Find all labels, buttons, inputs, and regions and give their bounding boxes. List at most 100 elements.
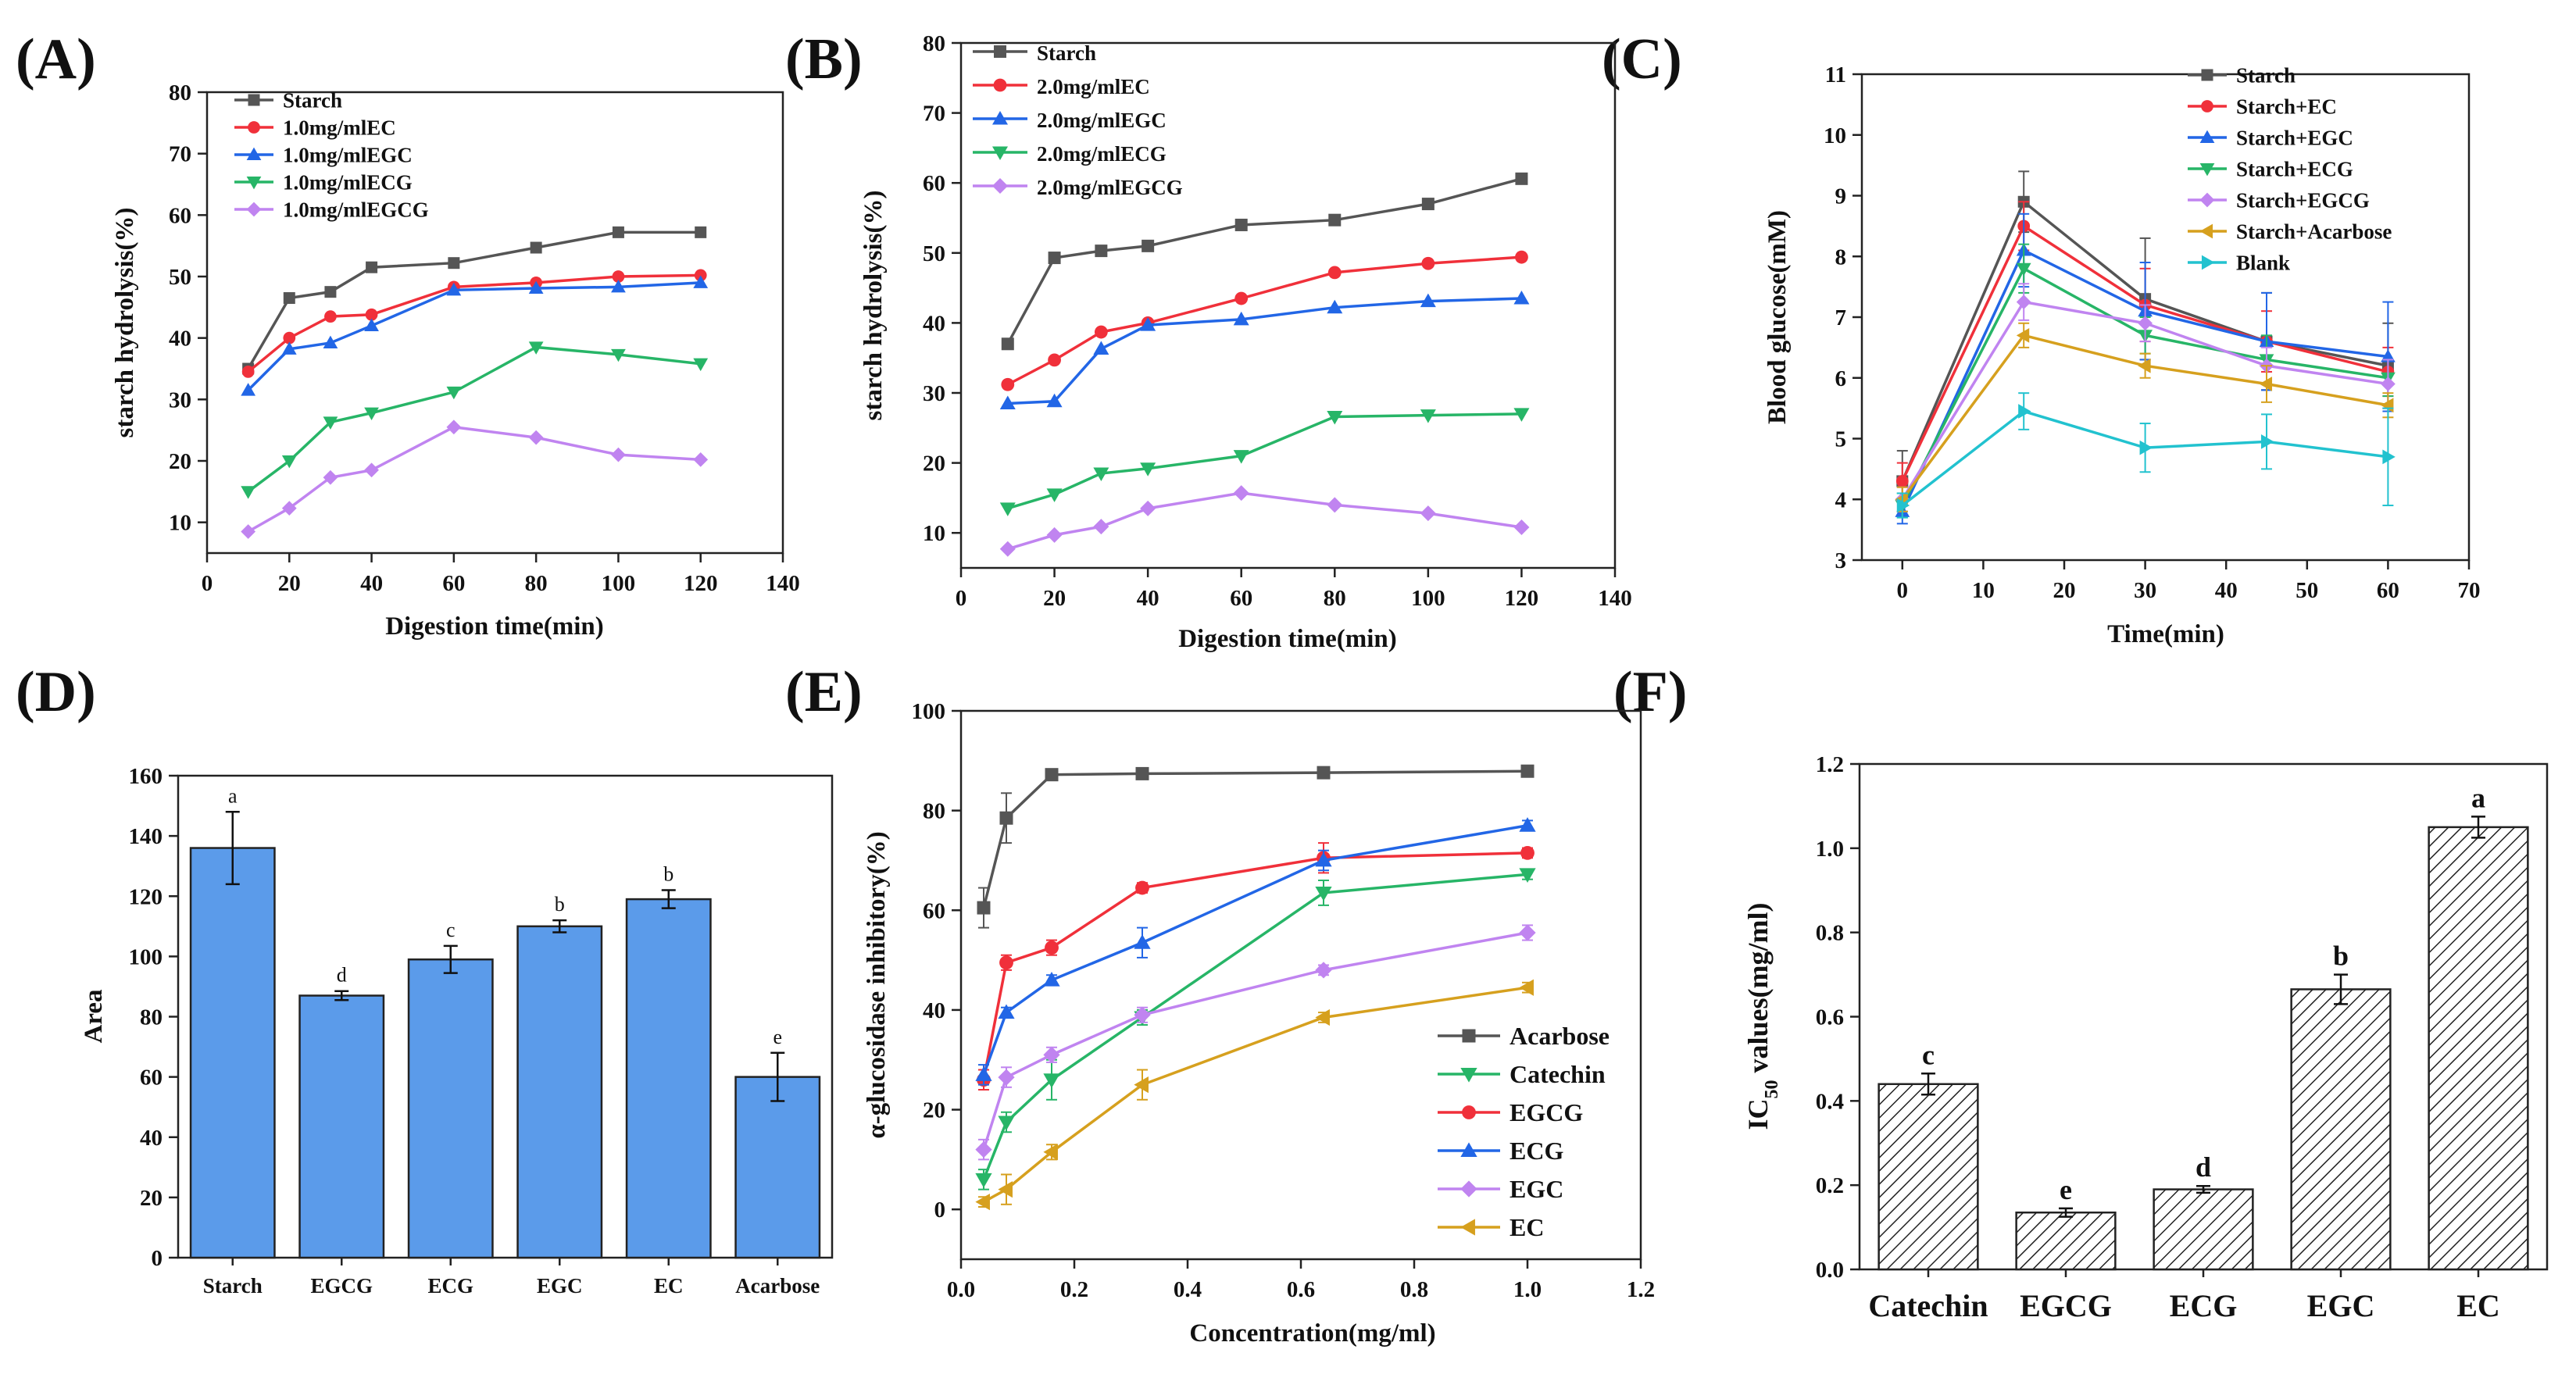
data-point	[1513, 408, 1530, 422]
legend-marker	[2201, 255, 2215, 270]
panel-e-marks: 0.0 0.2 0.4 0.6 0.8 1.0 1.2 0 20 40 60 80 100 Acarbos…	[912, 699, 1656, 1302]
series-line	[1006, 177, 1522, 345]
plot-frame	[205, 91, 784, 555]
series-line	[982, 769, 1528, 908]
y-tick-label: 10	[169, 511, 191, 536]
bar	[298, 994, 385, 1259]
legend-label: Starch	[283, 88, 342, 112]
data-point	[2260, 434, 2274, 449]
x-tick-label: 0.4	[1174, 1277, 1202, 1302]
x-tick-label: 0.2	[1060, 1277, 1088, 1302]
y-tick-label: 20	[169, 449, 191, 474]
series-line	[247, 425, 701, 533]
legend-marker	[992, 178, 1008, 194]
data-point	[2018, 404, 2031, 419]
series-line	[247, 273, 701, 373]
data-point	[693, 452, 709, 467]
series-line	[982, 873, 1528, 1180]
data-point	[1515, 250, 1528, 264]
data-point	[975, 1193, 990, 1211]
data-point	[998, 1115, 1015, 1131]
data-point	[998, 1181, 1013, 1198]
legend-label: 2.0mg/mlEC	[1037, 75, 1150, 98]
legend-label: Blank	[2236, 251, 2290, 274]
x-axis-label: Concentration(mg/ml)	[1189, 1319, 1435, 1348]
legend-label: EGCG	[1510, 1098, 1583, 1126]
data-point	[1140, 317, 1156, 331]
legend-label: Starch	[2236, 63, 2296, 87]
data-point	[1421, 256, 1435, 270]
y-tick-label: 80	[169, 80, 191, 105]
data-point	[1327, 266, 1342, 280]
x-tick-label: 10	[1972, 578, 1995, 603]
data-point	[323, 416, 338, 430]
data-point	[1001, 337, 1014, 351]
legend-label: Starch+EGC	[2236, 126, 2353, 149]
legend-marker	[1462, 1105, 1476, 1119]
y-tick-label: 9	[1835, 184, 1847, 209]
x-tick-label: 60	[2377, 578, 2399, 603]
data-point	[693, 358, 709, 372]
x-category-label: EGCG	[310, 1274, 373, 1298]
data-point	[446, 282, 462, 296]
data-point	[1421, 198, 1434, 211]
x-axis-label: Digestion time(min)	[1178, 625, 1397, 653]
x-tick-label: 0.0	[947, 1277, 975, 1302]
y-tick-label: 120	[129, 884, 163, 909]
data-point	[611, 348, 626, 362]
legend-marker	[248, 121, 260, 134]
data-point	[528, 430, 544, 445]
data-point	[1315, 1008, 1330, 1026]
significance-letter: b	[663, 863, 673, 886]
data-point	[1046, 488, 1063, 502]
data-point	[1519, 817, 1536, 832]
significance-letter: c	[446, 919, 456, 941]
x-tick-label: 20	[1043, 586, 1066, 611]
legend-marker	[1460, 1142, 1477, 1157]
legend-marker	[994, 45, 1006, 58]
x-category-label: Acarbose	[735, 1274, 820, 1298]
data-point	[2016, 294, 2031, 309]
bar	[2153, 1188, 2254, 1271]
plot-frame	[959, 41, 1617, 569]
panel-b: 0 20 40 60 80 100 120 140 10 20 30 40 50 60 70 80 Starch…	[859, 31, 1632, 653]
x-tick-label: 0	[202, 571, 213, 596]
legend-label: 2.0mg/mlEGCG	[1037, 176, 1183, 199]
x-tick-label: 40	[2215, 578, 2238, 603]
x-category-label: Catechin	[1868, 1288, 1988, 1323]
data-point	[975, 1066, 992, 1081]
data-point	[611, 279, 626, 293]
data-point	[1513, 519, 1530, 536]
x-tick-label: 0	[956, 586, 967, 611]
series-line	[982, 824, 1528, 1076]
x-category-label: EGC	[537, 1274, 583, 1298]
legend-marker	[1460, 1068, 1477, 1083]
x-tick-label: 40	[1137, 586, 1159, 611]
data-point	[1093, 519, 1109, 535]
data-point	[999, 502, 1016, 516]
x-category-label: Starch	[203, 1274, 263, 1298]
data-point	[241, 486, 256, 499]
legend-label: EC	[1510, 1213, 1544, 1241]
y-axis-label: Blood glucose(mM)	[1763, 210, 1792, 424]
y-tick-label: 10	[923, 521, 945, 546]
data-point	[1895, 475, 1909, 487]
data-point	[324, 310, 337, 323]
data-point	[241, 383, 256, 396]
x-tick-label: 1.0	[1513, 1277, 1542, 1302]
x-category-label: EGC	[2307, 1288, 2375, 1323]
plot-frame	[177, 774, 834, 1259]
x-tick-label: 70	[2458, 578, 2481, 603]
legend-label: Starch+ECG	[2236, 157, 2353, 180]
data-point	[1233, 485, 1249, 502]
y-tick-label: 5	[1835, 427, 1847, 452]
y-tick-label: 60	[923, 171, 945, 196]
y-tick-label: 0.0	[1816, 1258, 1844, 1283]
data-point	[1420, 505, 1436, 522]
data-point	[530, 241, 542, 254]
series-line	[247, 230, 701, 369]
data-point	[1327, 497, 1343, 513]
legend-label: 1.0mg/mlEC	[283, 116, 396, 139]
significance-letter: d	[2195, 1151, 2211, 1183]
data-point	[693, 275, 709, 288]
